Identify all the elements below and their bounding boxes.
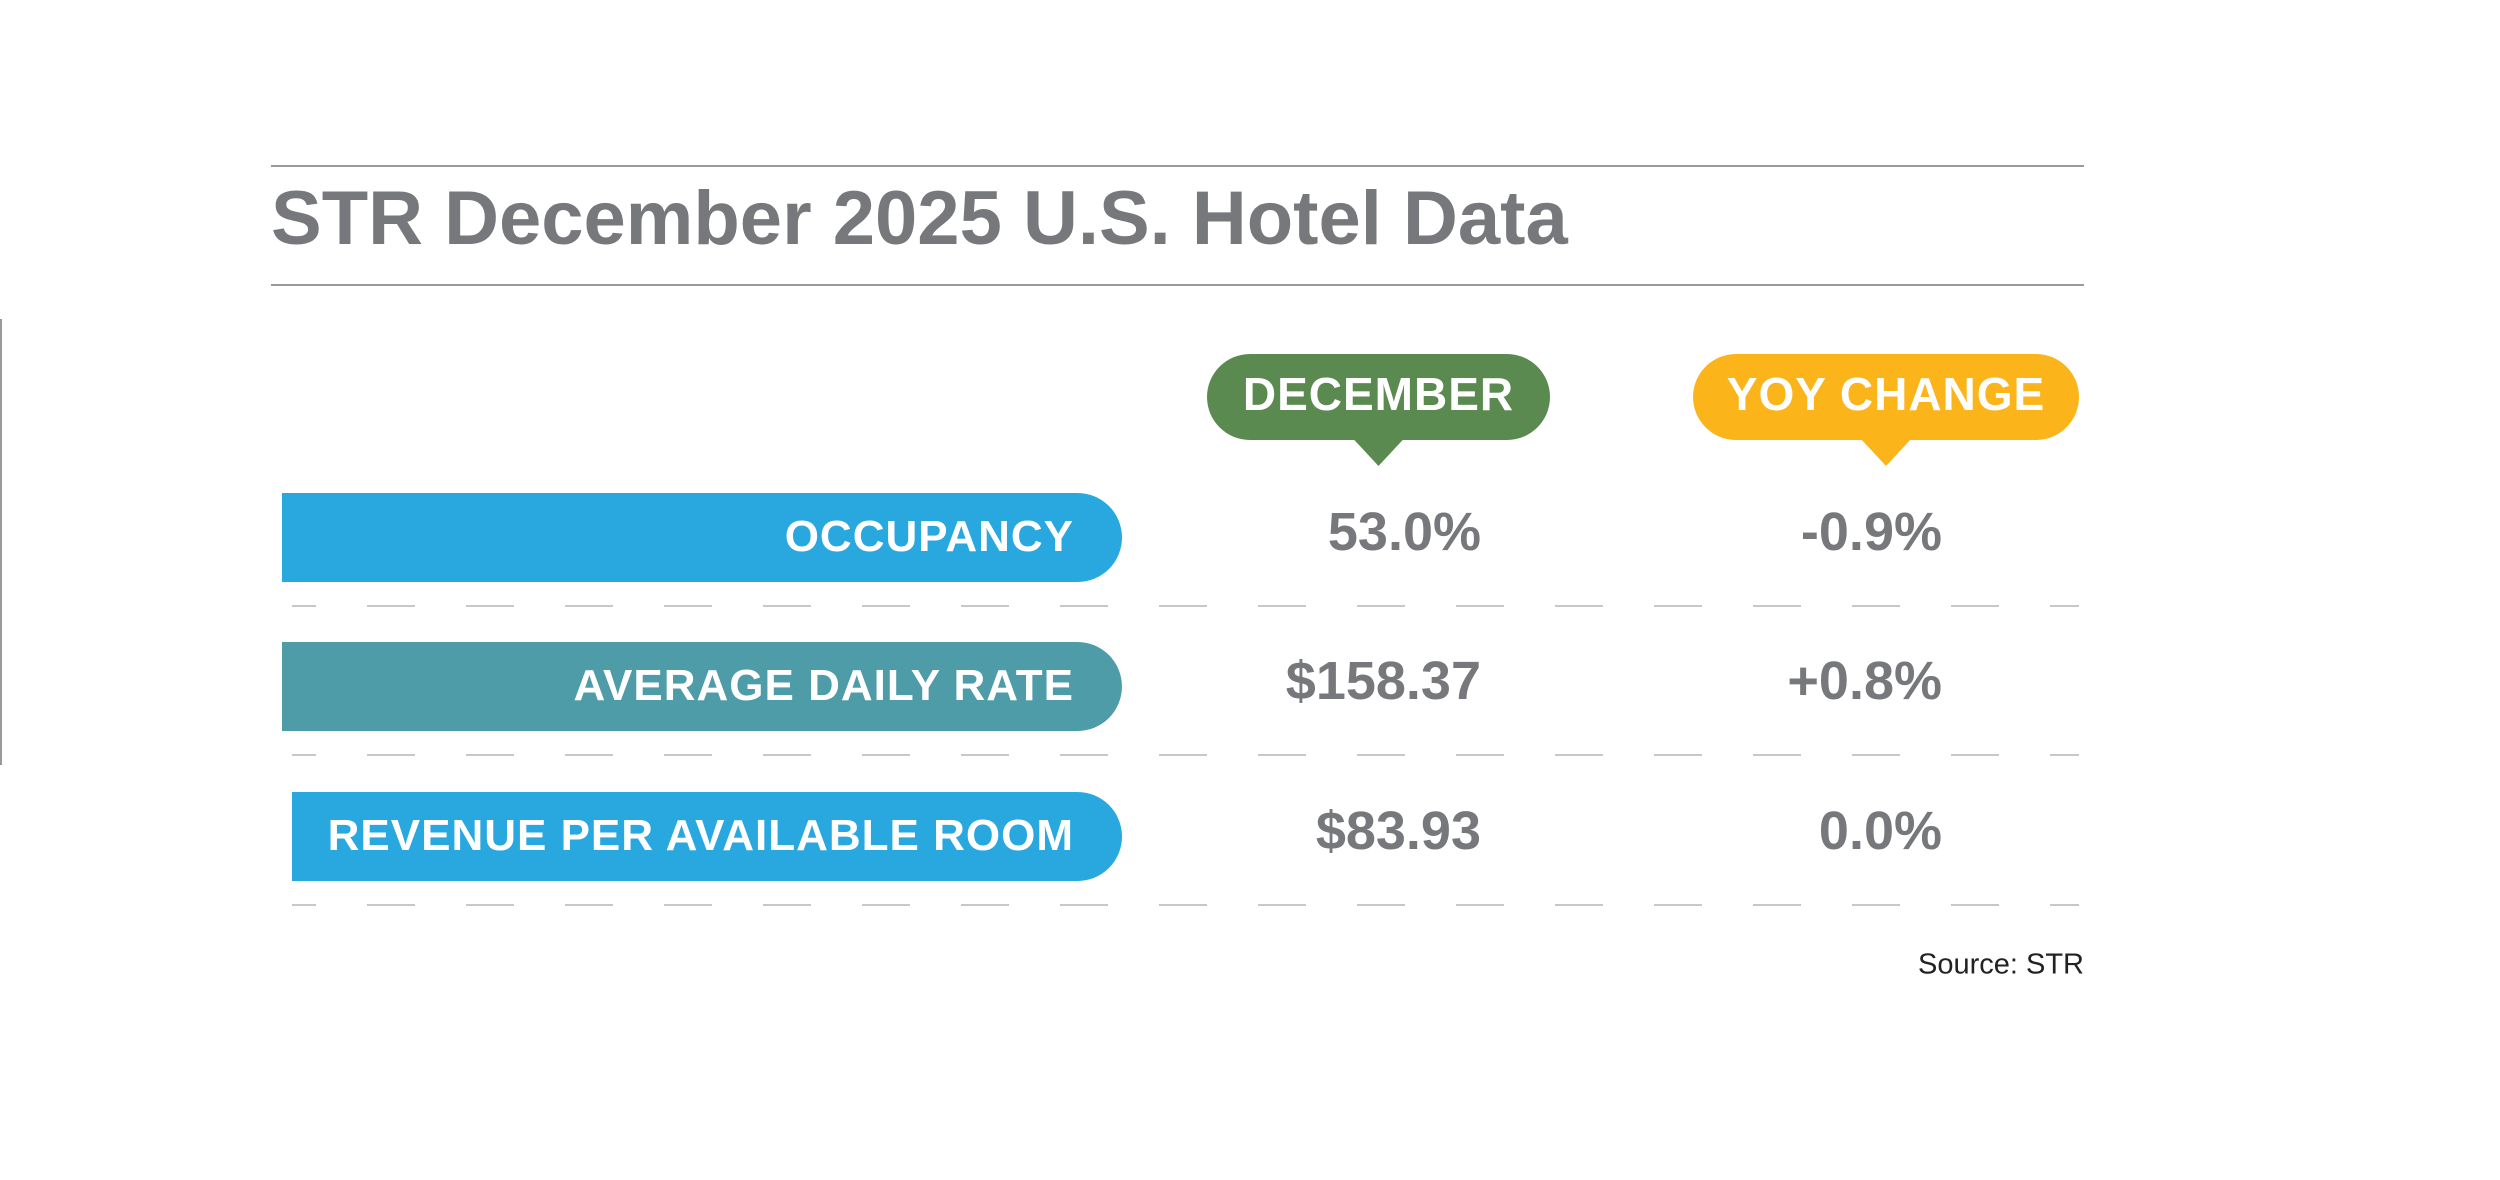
yoy-value: 0.0% xyxy=(1819,801,1942,861)
column-pointer xyxy=(1860,438,1912,466)
yoy-value: -0.9% xyxy=(1801,502,1942,562)
column-pointer xyxy=(1352,438,1405,466)
row-bar xyxy=(292,792,1122,881)
december-value: $83.93 xyxy=(1316,801,1481,861)
row-bar xyxy=(282,493,1122,582)
title: STR December 2025 U.S. Hotel Data xyxy=(271,176,1568,261)
december-value: 53.0% xyxy=(1328,502,1481,562)
yoy-value: +0.8% xyxy=(1787,651,1942,711)
row-label: REVENUE PER AVAILABLE ROOM xyxy=(328,811,1074,860)
row-label: OCCUPANCY xyxy=(785,512,1074,561)
december-value: $158.37 xyxy=(1286,651,1481,711)
column-pill xyxy=(1207,354,1550,440)
column-header: YOY CHANGE xyxy=(1727,368,2045,420)
column-pill xyxy=(1693,354,2079,440)
source: Source: STR xyxy=(1918,949,2084,981)
column-header: DECEMBER xyxy=(1243,368,1514,420)
row-bar xyxy=(282,642,1122,731)
row-label: AVERAGE DAILY RATE xyxy=(574,661,1074,710)
